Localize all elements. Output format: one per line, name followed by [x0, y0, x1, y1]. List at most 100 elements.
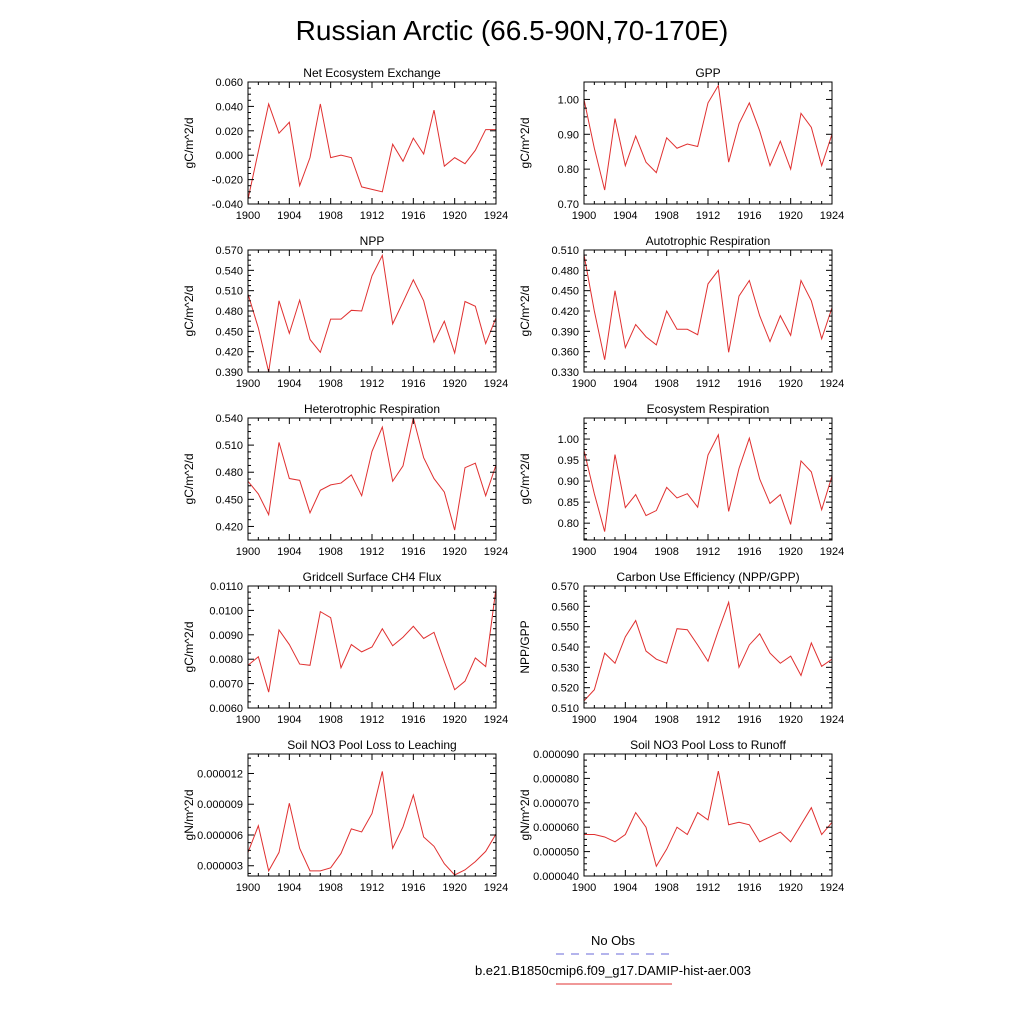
- x-tick-label: 1908: [654, 210, 678, 222]
- panel-title: Heterotrophic Respiration: [304, 402, 440, 416]
- x-tick-label: 1904: [277, 378, 301, 390]
- figure-title: Russian Arctic (66.5-90N,70-170E): [296, 15, 729, 46]
- y-tick-label: 0.480: [551, 265, 579, 277]
- y-tick-label: 0.95: [558, 455, 579, 467]
- x-tick-label: 1912: [360, 882, 384, 894]
- y-tick-label: 1.00: [558, 434, 579, 446]
- panel-title: Ecosystem Respiration: [647, 402, 770, 416]
- x-tick-label: 1900: [572, 210, 596, 222]
- y-axis-label: NPP/GPP: [518, 620, 532, 673]
- x-tick-label: 1916: [401, 546, 425, 558]
- series-line: [584, 433, 832, 532]
- y-tick-label: 1.00: [558, 94, 579, 106]
- y-axis-label: gC/m^2/d: [182, 286, 196, 337]
- x-tick-label: 1912: [360, 546, 384, 558]
- x-tick-label: 1916: [737, 210, 761, 222]
- y-tick-label: 0.540: [215, 265, 243, 277]
- y-tick-label: 0.450: [215, 494, 243, 506]
- x-tick-label: 1900: [572, 546, 596, 558]
- x-tick-label: 1908: [318, 882, 342, 894]
- x-tick-label: 1916: [737, 378, 761, 390]
- x-tick-label: 1904: [613, 546, 637, 558]
- y-tick-label: 0.560: [551, 601, 579, 613]
- chart-grid: Net Ecosystem Exchange 1900 1904 1908 1912 19…: [182, 66, 844, 894]
- y-tick-label: 0.000006: [197, 830, 243, 842]
- panel-title: Autotrophic Respiration: [646, 234, 771, 248]
- y-tick-label: 0.570: [215, 245, 243, 257]
- y-tick-label: 0.390: [551, 326, 579, 338]
- y-tick-label: 0.510: [551, 703, 579, 715]
- y-axis-label: gC/m^2/d: [182, 622, 196, 673]
- x-tick-label: 1916: [401, 882, 425, 894]
- x-tick-label: 1920: [778, 714, 802, 726]
- y-tick-label: 0.80: [558, 164, 579, 176]
- x-tick-label: 1900: [572, 882, 596, 894]
- y-tick-label: 0.540: [215, 413, 243, 425]
- y-tick-label: 0.360: [551, 347, 579, 359]
- y-tick-label: 0.510: [215, 286, 243, 298]
- y-tick-label: 0.000003: [197, 861, 243, 873]
- x-tick-label: 1904: [613, 714, 637, 726]
- y-tick-label: 0.80: [558, 518, 579, 530]
- x-tick-label: 1900: [236, 882, 260, 894]
- chart-panel: Carbon Use Efficiency (NPP/GPP) 1900 1904 1…: [518, 570, 844, 726]
- x-tick-label: 1908: [318, 210, 342, 222]
- series-line: [248, 418, 496, 531]
- x-tick-label: 1904: [613, 378, 637, 390]
- panel-title: GPP: [695, 66, 720, 80]
- y-tick-label: 0.020: [215, 126, 243, 138]
- x-tick-label: 1904: [277, 714, 301, 726]
- y-tick-label: 0.000012: [197, 768, 243, 780]
- chart-panel: Soil NO3 Pool Loss to Leaching 1900 1904 19…: [182, 738, 508, 894]
- x-tick-label: 1920: [442, 378, 466, 390]
- x-tick-label: 1900: [236, 210, 260, 222]
- chart-panel: Heterotrophic Respiration 1900 1904 1908 191…: [182, 402, 508, 558]
- series-line: [584, 600, 832, 702]
- panel-title: Carbon Use Efficiency (NPP/GPP): [616, 570, 799, 584]
- y-tick-label: 0.000009: [197, 799, 243, 811]
- x-tick-label: 1912: [696, 714, 720, 726]
- y-tick-label: 0.0100: [209, 605, 243, 617]
- x-tick-label: 1920: [778, 378, 802, 390]
- x-tick-label: 1920: [442, 210, 466, 222]
- x-tick-label: 1900: [236, 378, 260, 390]
- x-tick-label: 1916: [737, 882, 761, 894]
- y-tick-label: 0.0060: [209, 703, 243, 715]
- x-tick-label: 1900: [236, 714, 260, 726]
- x-tick-label: 1908: [318, 378, 342, 390]
- y-axis-label: gC/m^2/d: [518, 118, 532, 169]
- series-line: [248, 253, 496, 372]
- y-axis-label: gC/m^2/d: [182, 118, 196, 169]
- x-tick-label: 1900: [572, 714, 596, 726]
- series-line: [584, 254, 832, 360]
- x-tick-label: 1924: [820, 882, 844, 894]
- y-tick-label: 0.90: [558, 476, 579, 488]
- x-tick-label: 1924: [484, 210, 508, 222]
- y-tick-label: -0.020: [212, 175, 243, 187]
- x-tick-label: 1908: [654, 378, 678, 390]
- x-tick-label: 1904: [277, 546, 301, 558]
- y-tick-label: 0.000050: [533, 847, 579, 859]
- y-tick-label: 0.450: [551, 286, 579, 298]
- y-tick-label: 0.420: [215, 521, 243, 533]
- legend-label: b.e21.B1850cmip6.f09_g17.DAMIP-hist-aer.…: [475, 963, 751, 978]
- x-tick-label: 1912: [360, 210, 384, 222]
- series-line: [248, 102, 496, 200]
- panel-title: Gridcell Surface CH4 Flux: [303, 570, 442, 584]
- y-tick-label: 0.390: [215, 367, 243, 379]
- chart-panel: Ecosystem Respiration 1900 1904 1908 1912 191…: [518, 402, 844, 558]
- y-tick-label: 0.0080: [209, 654, 243, 666]
- x-tick-label: 1924: [820, 210, 844, 222]
- y-tick-label: 0.000060: [533, 822, 579, 834]
- x-tick-label: 1920: [442, 714, 466, 726]
- x-tick-label: 1920: [442, 546, 466, 558]
- x-tick-label: 1920: [778, 210, 802, 222]
- y-tick-label: 0.000: [215, 150, 243, 162]
- series-line: [584, 770, 832, 868]
- x-tick-label: 1908: [318, 546, 342, 558]
- y-tick-label: 0.520: [551, 683, 579, 695]
- y-tick-label: 0.480: [215, 306, 243, 318]
- chart-panel: Gridcell Surface CH4 Flux 1900 1904 1908 191…: [182, 570, 508, 726]
